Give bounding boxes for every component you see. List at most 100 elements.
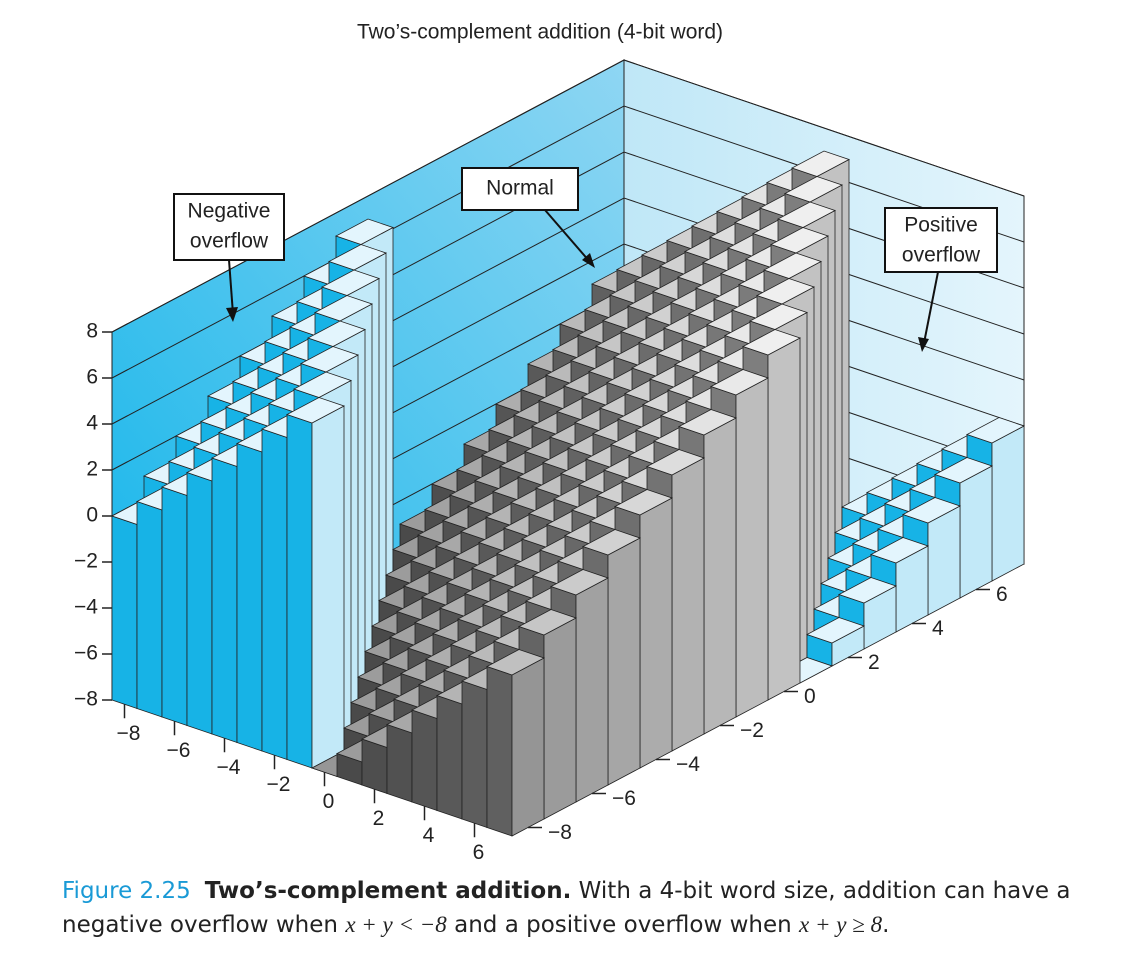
bars — [110, 150, 1026, 837]
chart-title: Two’s-complement addition (4-bit word) — [357, 21, 723, 44]
y-tick-label: 4 — [932, 617, 944, 640]
bar-top — [613, 489, 674, 516]
annotation-box — [173, 193, 285, 261]
bar-top — [581, 529, 642, 556]
z-tick-label: −4 — [74, 596, 98, 619]
bar-front — [543, 617, 577, 820]
bar-front — [311, 405, 345, 769]
annotation: Positive overflow — [884, 207, 998, 352]
caption-math: x + y ≥ 8 — [799, 912, 883, 937]
bar-top — [334, 218, 395, 245]
bar-side — [211, 457, 238, 744]
z-tick-label: −6 — [74, 642, 98, 665]
arrow-head — [918, 337, 929, 352]
chart: −8 −6 −4 −2 0 2 4 6 8 −8 −6 −4 −2 0 2 4 6 −8 −6 −4 −2 0 2 4 6 Tw… — [74, 21, 1026, 864]
annotation-text: overflow — [190, 230, 269, 253]
z-tick-label: 4 — [86, 412, 98, 435]
bar-front — [575, 577, 609, 803]
x-tick-label: 0 — [323, 790, 335, 813]
caption-heading: Two’s-complement addition. — [204, 878, 572, 904]
bar-top — [327, 244, 388, 271]
bar-side — [111, 515, 138, 710]
bar-top — [837, 577, 898, 604]
arrow — [544, 209, 591, 263]
bar-top — [748, 303, 809, 330]
bar-front — [607, 537, 641, 786]
x-tick-label: −6 — [167, 739, 191, 762]
bar-front — [735, 377, 769, 718]
arrow-head — [582, 253, 595, 268]
bar-front — [703, 417, 737, 735]
bar-side — [261, 428, 288, 761]
y-tick-label: 2 — [868, 651, 880, 674]
bar-front — [959, 465, 993, 599]
x-tick-label: −2 — [267, 773, 291, 796]
bar-front — [639, 497, 673, 769]
bar-top — [485, 649, 546, 676]
caption-text: . — [882, 912, 890, 938]
bar-top — [790, 150, 851, 177]
y-tick-label: 6 — [996, 583, 1008, 606]
y-tick-label: −2 — [740, 719, 764, 742]
caption-text: With a 4-bit word size, addition can hav… — [62, 878, 1071, 938]
bar-top — [933, 457, 994, 484]
bar-top — [769, 227, 830, 254]
annotation: Normal — [461, 167, 595, 268]
bar-top — [292, 371, 353, 398]
x-tick-label: 6 — [473, 841, 485, 864]
bar-side — [286, 413, 313, 769]
figure-label: Figure 2.25 — [62, 878, 191, 904]
bar-top — [677, 409, 738, 436]
ticks: −8 −6 −4 −2 0 2 4 6 8 −8 −6 −4 −2 0 2 4 6 −8 −6 −4 −2 0 2 4 6 — [74, 320, 1008, 864]
y-tick-label: −4 — [676, 753, 700, 776]
x-tick-label: −4 — [217, 756, 241, 779]
x-tick-label: 4 — [423, 824, 435, 847]
bar-top — [313, 295, 374, 322]
bar-side — [161, 486, 188, 727]
bar-top — [645, 449, 706, 476]
bar-side — [361, 738, 388, 795]
annotation-box — [461, 167, 579, 211]
bar-top — [741, 329, 802, 356]
bar-top — [762, 252, 823, 279]
annotation: Negative overflow — [173, 193, 285, 322]
y-tick-label: −8 — [548, 821, 572, 844]
arrow — [228, 259, 234, 315]
bar-side — [436, 694, 463, 820]
bar-side — [386, 723, 413, 803]
x-tick-label: 2 — [373, 807, 385, 830]
caption-text: and a positive overflow when — [446, 912, 800, 938]
z-tick-label: 8 — [86, 320, 98, 343]
caption: Figure 2.25 Two’s-complement addition. Wi… — [62, 874, 1132, 942]
bar-front — [991, 425, 1025, 582]
bar-top — [299, 346, 360, 373]
annotation-text: Positive — [904, 214, 978, 237]
bar-side — [411, 709, 438, 812]
bar-top — [869, 537, 930, 564]
y-tick-label: 0 — [804, 685, 816, 708]
bar-top — [306, 320, 367, 347]
arrow — [923, 271, 939, 344]
bar-top — [549, 569, 610, 596]
bar-side — [486, 665, 513, 837]
x-tick-label: −8 — [117, 722, 141, 745]
bar-top — [517, 609, 578, 636]
bar-top — [285, 397, 346, 424]
bar-top — [776, 201, 837, 228]
bar-front — [767, 337, 801, 701]
caption-math: x + y < −8 — [345, 912, 447, 937]
z-tick-label: 2 — [86, 458, 98, 481]
z-tick-label: 0 — [86, 504, 98, 527]
arrow-head — [226, 307, 238, 322]
z-tick-label: −2 — [74, 550, 98, 573]
bar-top — [320, 269, 381, 296]
bar-front — [511, 657, 545, 837]
z-tick-label: 6 — [86, 366, 98, 389]
bar-front — [671, 457, 705, 752]
annotation-box — [884, 207, 998, 273]
bar-top — [709, 369, 770, 396]
bar-top — [755, 278, 816, 305]
annotation-text: overflow — [902, 244, 981, 267]
bar-side — [186, 471, 213, 735]
annotation-text: Negative — [188, 200, 271, 223]
